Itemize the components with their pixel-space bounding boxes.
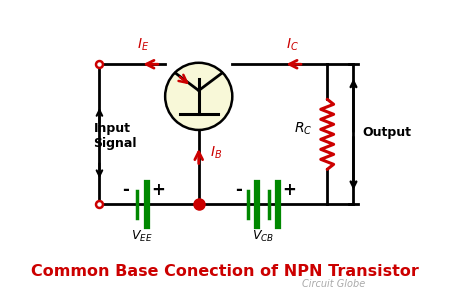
Text: Circuit Globe: Circuit Globe xyxy=(302,279,365,289)
Text: $I_E$: $I_E$ xyxy=(137,36,149,53)
Text: Output: Output xyxy=(362,126,411,139)
Text: -: - xyxy=(235,181,242,199)
Text: $V_{EE}$: $V_{EE}$ xyxy=(131,228,153,244)
Text: Common Base Conection of NPN Transistor: Common Base Conection of NPN Transistor xyxy=(31,264,419,279)
Text: +: + xyxy=(282,181,296,199)
Text: +: + xyxy=(151,181,165,199)
Text: $V_{CB}$: $V_{CB}$ xyxy=(252,228,274,244)
Text: $I_B$: $I_B$ xyxy=(211,144,223,161)
Text: -: - xyxy=(122,181,129,199)
Text: Input
Signal: Input Signal xyxy=(94,122,137,150)
Text: $R_C$: $R_C$ xyxy=(294,121,313,137)
Circle shape xyxy=(165,63,232,130)
Text: $I_C$: $I_C$ xyxy=(286,36,299,53)
